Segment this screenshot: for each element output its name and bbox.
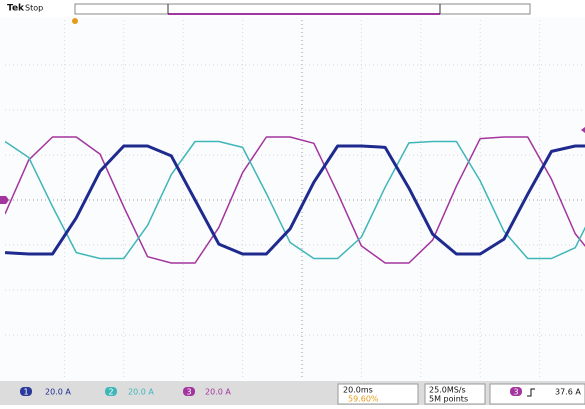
trigger-position-marker [72,18,78,24]
waveform [5,144,585,256]
ch1-number: 1 [23,388,28,397]
ch3-number: 3 [186,388,191,397]
status-bar [0,381,585,405]
waveform [5,136,585,264]
plot-area [5,136,585,264]
ch2-scale: 20.0 A [128,388,154,397]
horizontal-position: 59.60% [348,395,379,404]
acq-state: Stop [25,4,43,13]
sample-rate: 25.0MS/s [429,386,466,395]
record-length: 5M points [429,395,468,404]
trigger-badge [510,387,522,396]
ch1-scale: 20.0 A [45,388,71,397]
trigger-source: 3 [513,388,518,397]
trigger-level: 37.6 A [555,388,581,397]
waveform [5,140,585,260]
timebase-box [337,383,419,405]
graticule [5,20,585,380]
brand: Tek [7,4,25,14]
channel-ground-marker [0,196,9,204]
trigger-slope-icon [527,388,535,397]
record-view [74,3,531,15]
acquisition-box [424,383,486,405]
ch3-badge [183,387,195,396]
ch2-number: 2 [108,388,113,397]
ch1-badge [20,387,32,396]
ch3-scale: 20.0 A [205,388,231,397]
timebase: 20.0ms [343,386,373,395]
ch2-badge [105,387,117,396]
trigger-level-marker [581,127,585,133]
